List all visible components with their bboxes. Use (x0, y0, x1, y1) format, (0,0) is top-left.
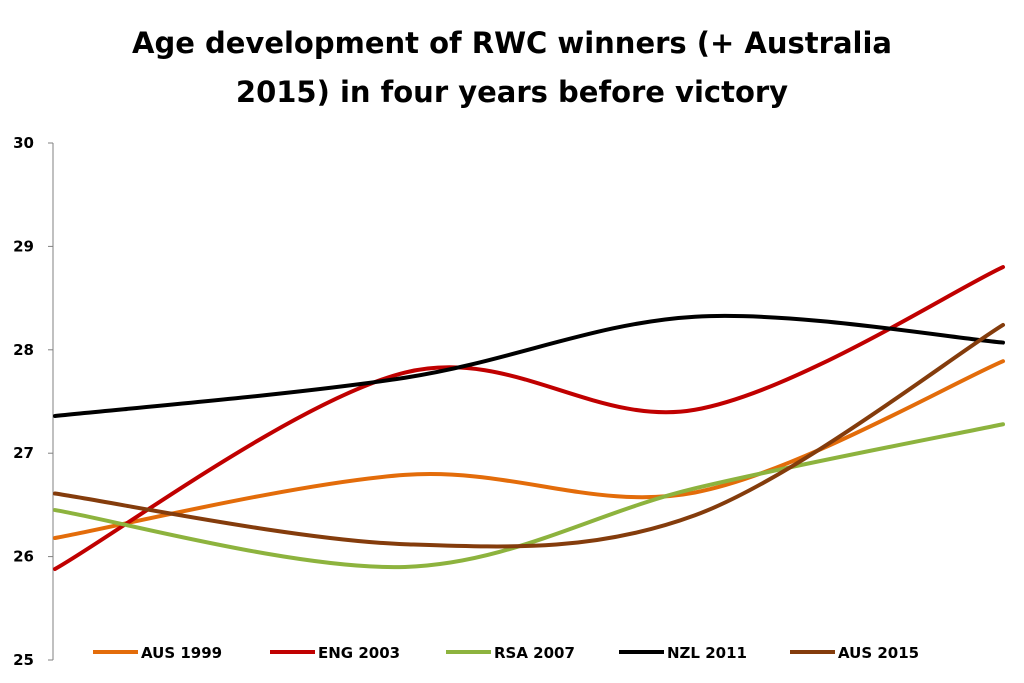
legend-label: NZL 2011 (667, 644, 747, 662)
series-lines (53, 265, 1005, 572)
y-tick-label: 25 (13, 651, 34, 669)
series-line-aus-2015 (53, 322, 1005, 549)
chart-title-line-1: Age development of RWC winners (+ Austra… (132, 26, 892, 60)
y-tick-label: 30 (13, 134, 34, 152)
y-axis-ticks: 25 26 27 28 29 30 (13, 134, 53, 669)
series-line-aus-1999 (53, 359, 1005, 540)
legend-label: AUS 2015 (838, 644, 919, 662)
legend: AUS 1999 ENG 2003 RSA 2007 NZL 2011 AUS 2015 (93, 644, 919, 662)
legend-label: ENG 2003 (318, 644, 400, 662)
series-line-rsa-2007 (53, 422, 1005, 570)
legend-label: AUS 1999 (141, 644, 222, 662)
legend-label: RSA 2007 (494, 644, 575, 662)
y-tick-label: 28 (13, 341, 34, 359)
y-tick-label: 29 (13, 237, 34, 255)
series-line-nzl-2011 (53, 313, 1005, 418)
chart-title-line-2: 2015) in four years before victory (236, 75, 788, 109)
y-tick-label: 27 (13, 444, 34, 462)
y-tick-label: 26 (13, 548, 34, 566)
series-line-eng-2003 (53, 265, 1005, 572)
